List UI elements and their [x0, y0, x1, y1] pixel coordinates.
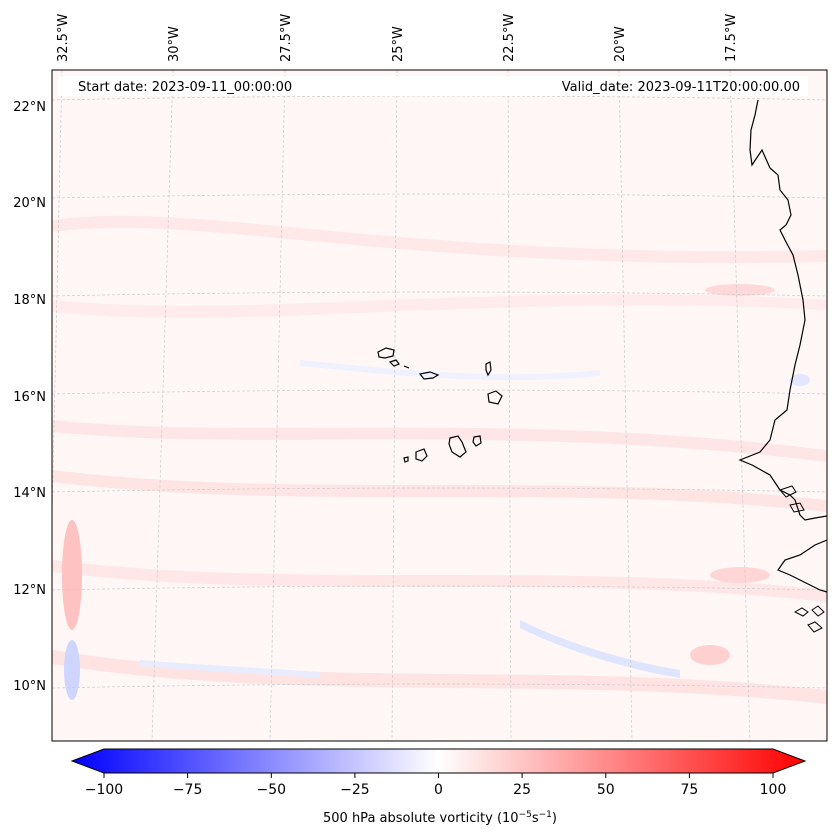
lon-label-25: 25°W	[391, 26, 406, 62]
island-santiago	[448, 435, 467, 458]
lon-label-20: 20°W	[613, 26, 628, 62]
gridline-lat-20	[52, 193, 827, 199]
gridline-lon-25	[391, 70, 398, 741]
lat-label-16: 16°N	[13, 390, 46, 405]
island-sao-nicolau	[418, 371, 440, 380]
cb-tick-label-neg25: −25	[340, 782, 370, 798]
gridline-lat-12	[52, 585, 827, 591]
island-brava	[403, 456, 409, 463]
island-boa-vista	[487, 390, 503, 405]
vorticity-streaks	[52, 215, 827, 704]
cb-tick-label-neg75: −75	[173, 782, 203, 798]
cb-tick-label-25: 25	[513, 782, 531, 798]
coast-bijagos	[793, 605, 825, 633]
cb-tick-label-100: 100	[760, 782, 787, 798]
island-sao-vicente	[388, 359, 400, 367]
colorbar-ticks	[103, 773, 774, 778]
gridline-lon-32-5	[52, 70, 63, 533]
cape-verde-islands	[377, 347, 503, 463]
coast-guinea-bissau	[777, 539, 827, 593]
start-date-label: Start date: 2023-09-11_00:00:00	[78, 80, 292, 95]
colorbar-gradient	[70, 748, 807, 774]
island-santa-luzia	[403, 365, 410, 369]
cb-tick-label-75: 75	[680, 782, 698, 798]
latitude-labels: 22°N 20°N 18°N 16°N 14°N 12°N 10°N	[13, 100, 46, 694]
island-maio	[472, 435, 482, 447]
coast-senegal-inlet	[779, 485, 805, 513]
gridline-lat-18	[52, 291, 827, 297]
african-coastline	[738, 99, 827, 521]
gridline-lon-30	[151, 70, 174, 741]
gridline-lat-10	[52, 683, 827, 689]
gridline-lon-27-5	[269, 70, 286, 741]
colorbar-title: 500 hPa absolute vorticity (10−5s−1)	[323, 810, 557, 826]
plot-frame	[51, 69, 828, 742]
gridline-lat-14	[52, 487, 827, 493]
lat-label-20: 20°N	[13, 196, 46, 211]
lat-label-22: 22°N	[13, 100, 46, 115]
lat-label-18: 18°N	[13, 293, 46, 308]
gridline-lon-22-5	[507, 70, 512, 741]
cb-tick-label-neg100: −100	[85, 782, 123, 798]
lat-label-10: 10°N	[13, 679, 46, 694]
lon-label-17-5: 17.5°W	[724, 14, 739, 62]
lon-label-32-5: 32.5°W	[56, 14, 71, 62]
date-box	[58, 76, 808, 96]
cb-tick-label-0: 0	[434, 782, 443, 798]
gridline-lon-17-5	[729, 70, 751, 741]
vorticity-field	[52, 70, 827, 741]
lon-label-27-5: 27.5°W	[279, 14, 294, 62]
cb-tick-label-neg50: −50	[257, 782, 287, 798]
longitude-labels: 32.5°W 30°W 27.5°W 25°W 22.5°W 20°W 17.5…	[56, 14, 739, 62]
valid-date-label: Valid_date: 2023-09-11T20:00:00.00	[562, 80, 800, 95]
island-santo-antao	[377, 347, 395, 359]
lon-label-22-5: 22.5°W	[502, 14, 517, 62]
island-sal	[485, 361, 492, 377]
lat-label-12: 12°N	[13, 583, 46, 598]
lon-label-30: 30°W	[167, 26, 182, 62]
island-fogo	[415, 448, 428, 462]
map-plot-area	[52, 70, 827, 741]
gridline-lon-20	[618, 70, 633, 741]
lat-label-14: 14°N	[13, 486, 46, 501]
cb-tick-label-50: 50	[597, 782, 615, 798]
colorbar: −100 −75 −50 −25 0 25 50 75 100 500 hPa …	[70, 748, 807, 826]
graticule	[52, 70, 827, 741]
